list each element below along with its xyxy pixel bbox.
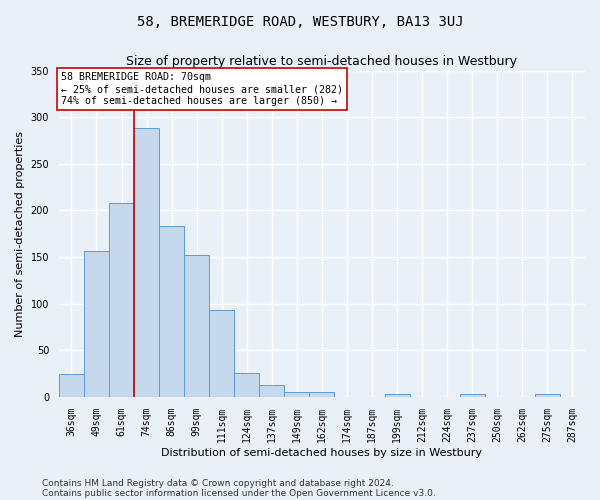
Bar <box>234 372 259 397</box>
Bar <box>134 128 159 397</box>
Title: Size of property relative to semi-detached houses in Westbury: Size of property relative to semi-detach… <box>127 55 517 68</box>
Bar <box>109 203 134 397</box>
Text: 58 BREMERIDGE ROAD: 70sqm
← 25% of semi-detached houses are smaller (282)
74% of: 58 BREMERIDGE ROAD: 70sqm ← 25% of semi-… <box>61 72 343 106</box>
Bar <box>535 394 560 397</box>
Text: 58, BREMERIDGE ROAD, WESTBURY, BA13 3UJ: 58, BREMERIDGE ROAD, WESTBURY, BA13 3UJ <box>137 15 463 29</box>
Bar <box>159 226 184 397</box>
Bar <box>460 394 485 397</box>
Bar <box>84 250 109 397</box>
Bar <box>259 385 284 397</box>
Text: Contains public sector information licensed under the Open Government Licence v3: Contains public sector information licen… <box>42 488 436 498</box>
Y-axis label: Number of semi-detached properties: Number of semi-detached properties <box>15 131 25 337</box>
Bar <box>284 392 310 397</box>
Bar <box>385 394 410 397</box>
Bar <box>59 374 84 397</box>
Bar <box>209 310 234 397</box>
X-axis label: Distribution of semi-detached houses by size in Westbury: Distribution of semi-detached houses by … <box>161 448 482 458</box>
Bar <box>184 255 209 397</box>
Bar <box>310 392 334 397</box>
Text: Contains HM Land Registry data © Crown copyright and database right 2024.: Contains HM Land Registry data © Crown c… <box>42 478 394 488</box>
